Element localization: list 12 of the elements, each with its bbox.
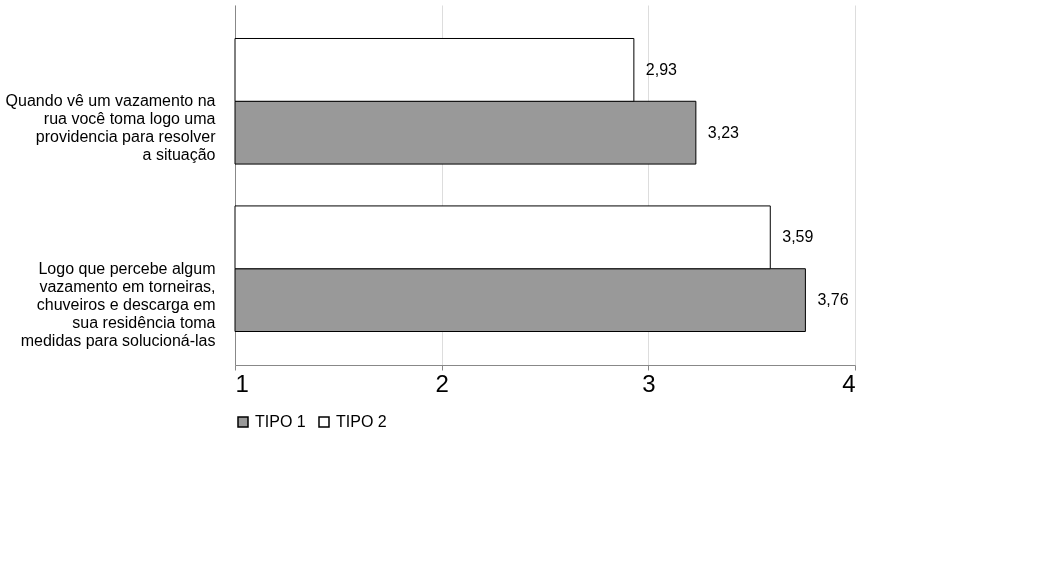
data-label: 3,76: [817, 291, 849, 309]
x-tick-label: 1: [235, 369, 249, 397]
y-tick-label: Quando vê um vazamento na rua você toma logo uma providencia para resolver a situação: [5, 92, 217, 164]
data-label: 3,23: [707, 123, 740, 141]
x-tick-label: 2: [435, 369, 449, 397]
x-tick-label: 3: [642, 369, 656, 397]
legend-label: TIPO 1: [255, 413, 306, 430]
data-label: 3,59: [782, 228, 814, 246]
y-tick-label: Logo que percebe algum vazamento em torneiras, chuveiros e descarga em sua residência toma medidas para solucioná-las: [20, 259, 216, 349]
x-tick-label: 4: [842, 369, 856, 397]
data-label: 2,93: [645, 60, 678, 78]
legend-label: TIPO 2: [336, 413, 387, 430]
